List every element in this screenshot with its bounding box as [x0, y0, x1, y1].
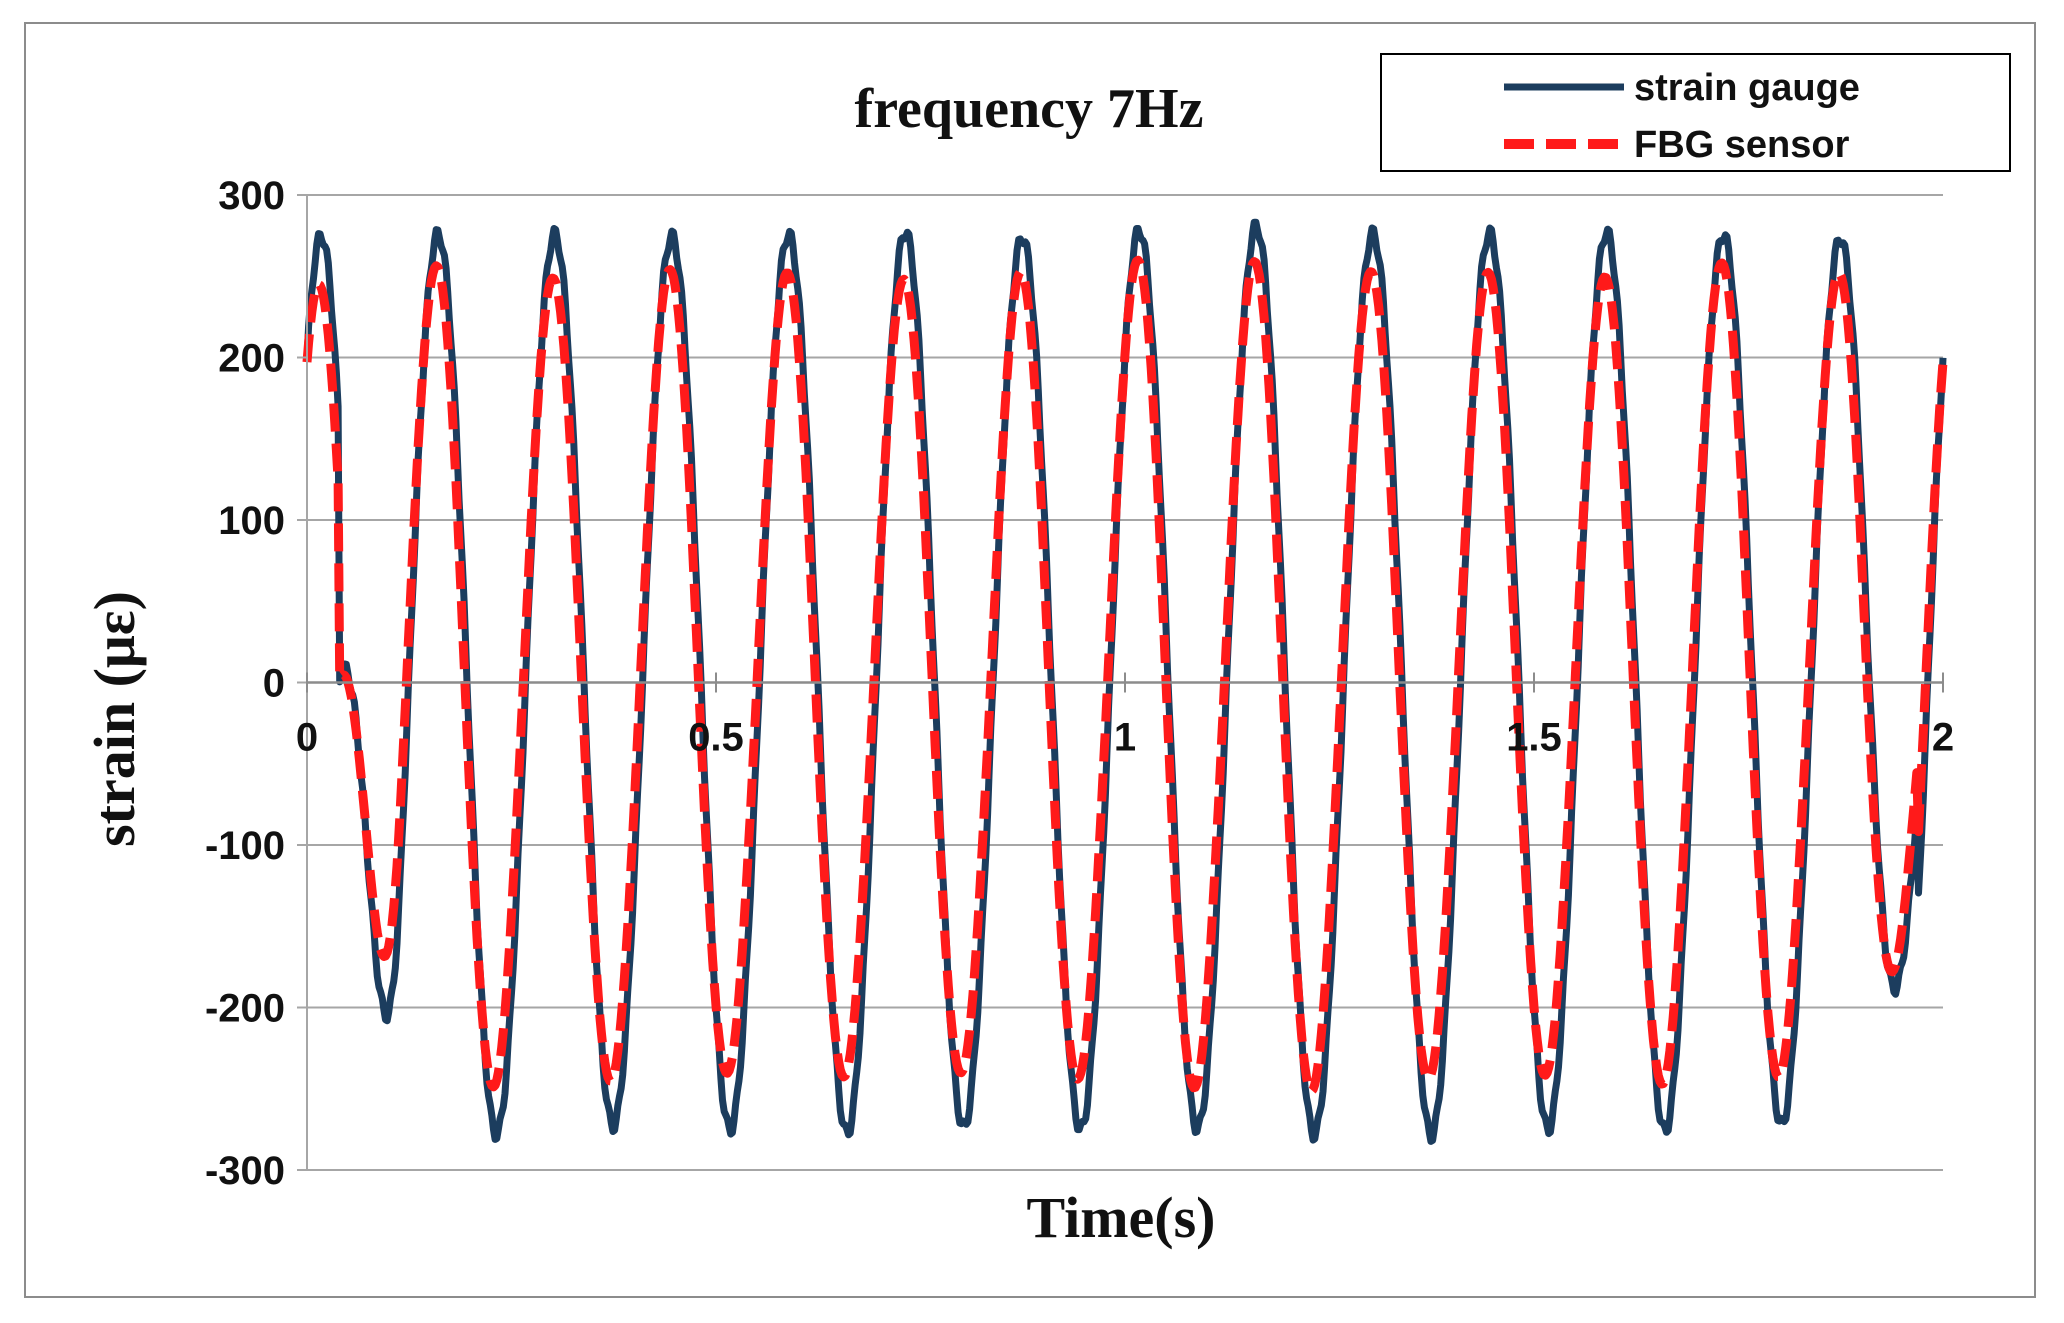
- axes: [297, 194, 1944, 1171]
- y-tick-label: 200: [218, 337, 285, 381]
- x-axis-label: Time(s): [1026, 1185, 1215, 1250]
- chart-frame: 300 200 100 0 -100 -200 -300 0 0.5 1 1.5 2 frequenc…: [24, 22, 2036, 1298]
- tick-labels: 300 200 100 0 -100 -200 -300 0 0.5 1 1.5 2: [205, 174, 1954, 1193]
- y-tick-label: 0: [263, 662, 285, 706]
- legend-label-fbg-sensor: FBG sensor: [1634, 124, 1850, 166]
- legend-label-strain-gauge: strain gauge: [1634, 67, 1860, 109]
- x-tick-label: 0.5: [688, 716, 744, 760]
- y-tick-label: 300: [218, 174, 285, 218]
- y-tick-label: 100: [218, 499, 285, 543]
- series-lines: [302, 218, 1948, 1145]
- chart-svg: 300 200 100 0 -100 -200 -300 0 0.5 1 1.5 2 frequenc…: [82, 53, 2011, 1250]
- y-axis-label: strain (με): [82, 591, 147, 847]
- series-line-fbg-sensor: [302, 255, 1948, 1096]
- y-tick-label: -300: [205, 1149, 285, 1193]
- x-tick-label: 1.5: [1506, 716, 1562, 760]
- x-tick-label: 1: [1114, 716, 1136, 760]
- x-tick-label: 2: [1932, 716, 1954, 760]
- chart-title: frequency 7Hz: [855, 78, 1204, 140]
- x-tick-label: 0: [296, 716, 318, 760]
- y-tick-label: -200: [205, 987, 285, 1031]
- y-tick-label: -100: [205, 824, 285, 868]
- legend: strain gauge FBG sensor: [1380, 53, 2011, 172]
- legend-box: [1380, 53, 2011, 172]
